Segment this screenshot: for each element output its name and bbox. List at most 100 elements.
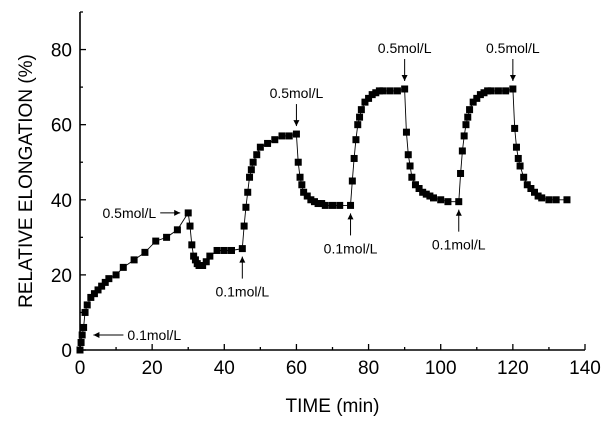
- annotation-arrowhead: [509, 75, 516, 81]
- data-point: [119, 263, 127, 271]
- annotation-layer: 0.1mol/L 0.5mol/L 0.1mol/L 0.5mol/L 0.1mol/L…: [93, 40, 540, 343]
- x-tick-label: 60: [286, 358, 307, 379]
- data-point: [80, 323, 88, 331]
- annotation-label: 0.1mol/L: [432, 237, 486, 253]
- data-point: [173, 226, 181, 234]
- data-point: [460, 132, 468, 140]
- data-point: [242, 203, 250, 211]
- data-point: [509, 85, 517, 93]
- data-point: [462, 121, 470, 129]
- data-point: [347, 201, 355, 209]
- data-point: [354, 121, 362, 129]
- data-point: [94, 286, 102, 294]
- data-point: [464, 113, 472, 121]
- data-point: [206, 252, 214, 260]
- data-point: [545, 196, 553, 204]
- data-point: [422, 190, 430, 198]
- annotation-arrowhead: [401, 75, 408, 81]
- data-point: [393, 87, 401, 95]
- data-point: [188, 241, 196, 249]
- data-point: [78, 331, 86, 339]
- data-point: [356, 113, 364, 121]
- x-tick-label: 20: [142, 358, 163, 379]
- data-point: [246, 173, 254, 181]
- data-point: [90, 290, 98, 298]
- data-point: [357, 106, 365, 114]
- data-point: [298, 181, 306, 189]
- data-point: [195, 262, 203, 269]
- data-point: [516, 162, 524, 170]
- data-point: [300, 188, 308, 196]
- data-point: [296, 173, 304, 181]
- data-point: [184, 209, 192, 217]
- data-point: [375, 87, 383, 95]
- data-point: [352, 136, 360, 144]
- data-point: [191, 256, 199, 264]
- annotation-label: 0.5mol/L: [270, 85, 324, 101]
- data-point: [476, 91, 484, 99]
- data-point: [484, 87, 492, 95]
- data-point: [402, 128, 410, 136]
- data-point: [531, 188, 538, 196]
- data-point: [278, 132, 286, 140]
- data-point: [523, 181, 531, 189]
- data-point: [469, 98, 477, 106]
- data-point: [213, 246, 221, 254]
- annotation-label: 0.1mol/L: [324, 240, 378, 256]
- data-point: [466, 106, 474, 114]
- data-point: [98, 282, 106, 290]
- data-point: [112, 271, 120, 279]
- data-point: [101, 278, 109, 286]
- x-tick-label: 120: [497, 358, 529, 379]
- data-point: [336, 201, 344, 209]
- data-point: [141, 248, 149, 256]
- x-axis-title: TIME (min): [286, 396, 380, 417]
- data-point: [411, 181, 419, 189]
- data-point: [77, 338, 85, 346]
- y-tick-label: 0: [61, 341, 72, 362]
- data-point: [458, 147, 466, 155]
- chart-axes: 0 20 40 60 80 100 120 140 0 20 40 60 80: [51, 11, 601, 379]
- data-point: [253, 151, 261, 159]
- data-point: [202, 258, 210, 266]
- data-point: [292, 130, 300, 138]
- data-point: [455, 198, 463, 206]
- data-point: [520, 173, 528, 181]
- data-point: [419, 188, 427, 196]
- data-point: [552, 196, 560, 204]
- data-point: [404, 151, 412, 159]
- data-point: [318, 200, 326, 208]
- data-point: [473, 94, 481, 102]
- data-point: [401, 85, 409, 93]
- data-point: [534, 192, 542, 200]
- x-tick-label: 80: [358, 358, 379, 379]
- y-tick-label: 60: [51, 116, 72, 137]
- data-point: [406, 162, 414, 170]
- data-point: [81, 308, 89, 316]
- data-point: [348, 177, 356, 185]
- data-point: [256, 143, 264, 151]
- data-point: [190, 252, 198, 260]
- data-point: [247, 166, 255, 174]
- data-point: [512, 143, 520, 151]
- y-tick-label: 20: [51, 266, 72, 287]
- annotation-label: 0.1mol/L: [215, 284, 269, 300]
- annotation-arrowhead: [293, 120, 300, 127]
- data-point: [228, 246, 235, 254]
- data-point: [105, 275, 113, 283]
- annotation-arrowhead: [455, 209, 462, 216]
- data-point: [314, 200, 322, 208]
- data-point: [426, 192, 434, 200]
- data-point: [480, 89, 488, 97]
- data-point: [87, 293, 95, 301]
- data-point: [514, 154, 522, 162]
- data-point: [294, 158, 302, 166]
- data-point: [285, 132, 293, 140]
- x-tick-label: 0: [75, 358, 86, 379]
- series-layer: [76, 85, 571, 354]
- annotation-label: 0.5mol/L: [103, 205, 157, 221]
- data-point: [368, 91, 376, 99]
- data-point: [244, 188, 252, 196]
- data-point: [502, 87, 510, 95]
